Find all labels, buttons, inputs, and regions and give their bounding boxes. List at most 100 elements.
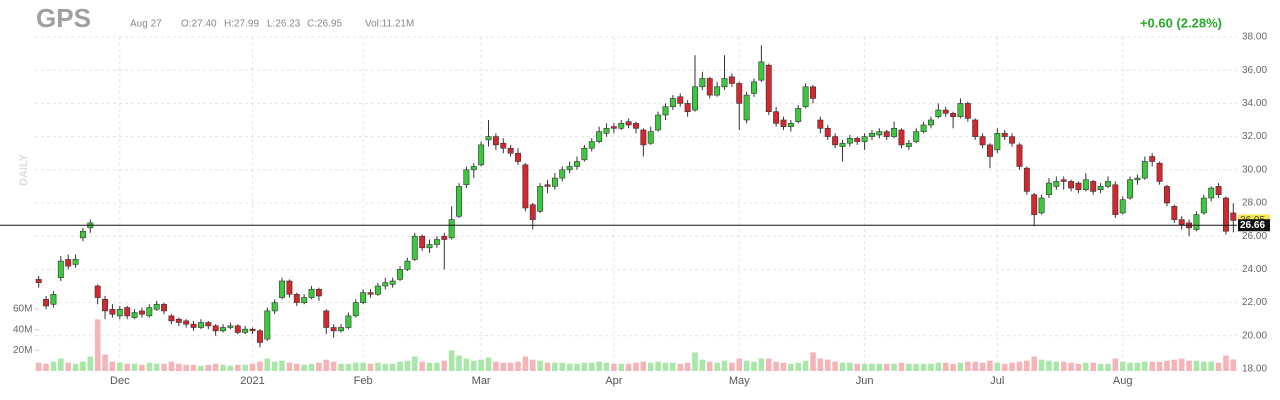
volume-bar: [470, 360, 477, 371]
volume-bar: [611, 363, 617, 371]
candle-body: [507, 147, 514, 154]
volume-bar: [478, 359, 484, 371]
candle-body: [861, 136, 868, 142]
volume-bar: [647, 362, 654, 371]
volume-bar: [913, 363, 920, 371]
candle-body: [706, 78, 713, 96]
volume-bar: [117, 362, 123, 371]
volume-bar: [898, 362, 905, 371]
volume-bar: [397, 361, 403, 371]
volume-bar: [603, 362, 610, 371]
volume-bar: [802, 360, 809, 371]
volume-bar: [1068, 362, 1074, 371]
price-line-label: 26.66: [1240, 220, 1265, 231]
candle-body: [1134, 177, 1141, 181]
volume-bar: [677, 363, 684, 371]
volume-bar: [736, 358, 743, 371]
price-line-tag: [1238, 219, 1270, 232]
volume-bar: [729, 362, 735, 371]
volume-bar: [1230, 359, 1237, 371]
candle-body: [485, 136, 492, 141]
candle-body: [603, 128, 610, 134]
candle-body: [869, 132, 875, 137]
volume-bar: [640, 361, 647, 371]
candle-body: [1222, 197, 1229, 232]
volume-bar: [1171, 359, 1178, 371]
candle-body: [1208, 187, 1215, 199]
volume-bar: [448, 350, 455, 371]
volume-bar: [205, 364, 212, 371]
volume-bar: [139, 364, 145, 371]
volume-bar: [102, 354, 108, 371]
candle-body: [1023, 167, 1030, 192]
volume-bar: [360, 362, 366, 371]
volume-bar: [906, 363, 912, 371]
candle-body: [920, 124, 927, 132]
volume-bar: [994, 362, 1001, 371]
close-label: C:26.95: [307, 19, 342, 30]
volume-bar: [367, 363, 374, 371]
volume-bar: [714, 362, 720, 371]
volume-bar: [979, 362, 986, 371]
candle-body: [102, 298, 109, 312]
candle-body: [330, 327, 337, 332]
candle-body: [212, 325, 219, 332]
candle-body: [787, 123, 794, 127]
candle-body: [256, 330, 263, 343]
volume-bar: [1215, 362, 1222, 371]
x-tick-label: 2021: [240, 375, 264, 387]
candle-body: [1001, 132, 1008, 137]
volume-bar: [1193, 360, 1200, 371]
y-tick-label: 22.00: [1242, 297, 1267, 308]
candle-body: [404, 260, 411, 270]
candle-body: [802, 86, 809, 108]
y-tick-label: 34.00: [1242, 98, 1267, 109]
volume-bar: [419, 361, 425, 371]
candle-body: [559, 169, 566, 179]
candle-body: [1215, 186, 1222, 195]
volume-bar: [426, 362, 433, 371]
candle-body: [124, 307, 131, 317]
volume-bar: [1075, 363, 1082, 371]
candle-body: [1016, 144, 1023, 167]
candle-body: [758, 61, 765, 81]
volume-bar: [854, 363, 861, 371]
candle-body: [610, 126, 617, 129]
volume-bar: [271, 361, 278, 371]
candle-body: [389, 280, 396, 285]
candle-body: [1193, 214, 1200, 230]
volume-bar: [537, 360, 543, 371]
low-label: L:26.23: [267, 19, 301, 30]
volume-bar: [1038, 359, 1045, 371]
candle-body: [161, 303, 168, 312]
candle-body: [323, 310, 330, 328]
candle-body: [1112, 184, 1119, 215]
candle-body: [728, 76, 735, 84]
candle-body: [692, 86, 698, 111]
volume-bar: [1031, 356, 1038, 371]
candle-body: [1171, 206, 1178, 220]
candle-body: [743, 94, 750, 121]
volume-bar: [552, 362, 558, 371]
candle-body: [345, 315, 352, 328]
volume-bar: [190, 364, 197, 371]
volume-bar: [987, 360, 993, 371]
candle-body: [633, 123, 639, 129]
candle-body: [935, 109, 942, 117]
candle-body: [1127, 179, 1134, 199]
volume-bar: [942, 362, 949, 371]
volume-bar: [810, 352, 816, 371]
candle-body: [522, 164, 529, 209]
candle-body: [109, 308, 116, 315]
volume-bar: [965, 361, 971, 371]
candle-body: [175, 318, 182, 323]
volume-bar: [352, 362, 359, 371]
volume-bar: [131, 363, 138, 371]
candle-body: [1156, 162, 1163, 182]
volume-bar: [434, 362, 440, 371]
volume-bar: [743, 360, 750, 371]
candle-body: [795, 108, 802, 122]
x-tick-label: Feb: [354, 375, 373, 387]
volume-bar: [286, 362, 293, 371]
volume-bar: [500, 362, 507, 371]
